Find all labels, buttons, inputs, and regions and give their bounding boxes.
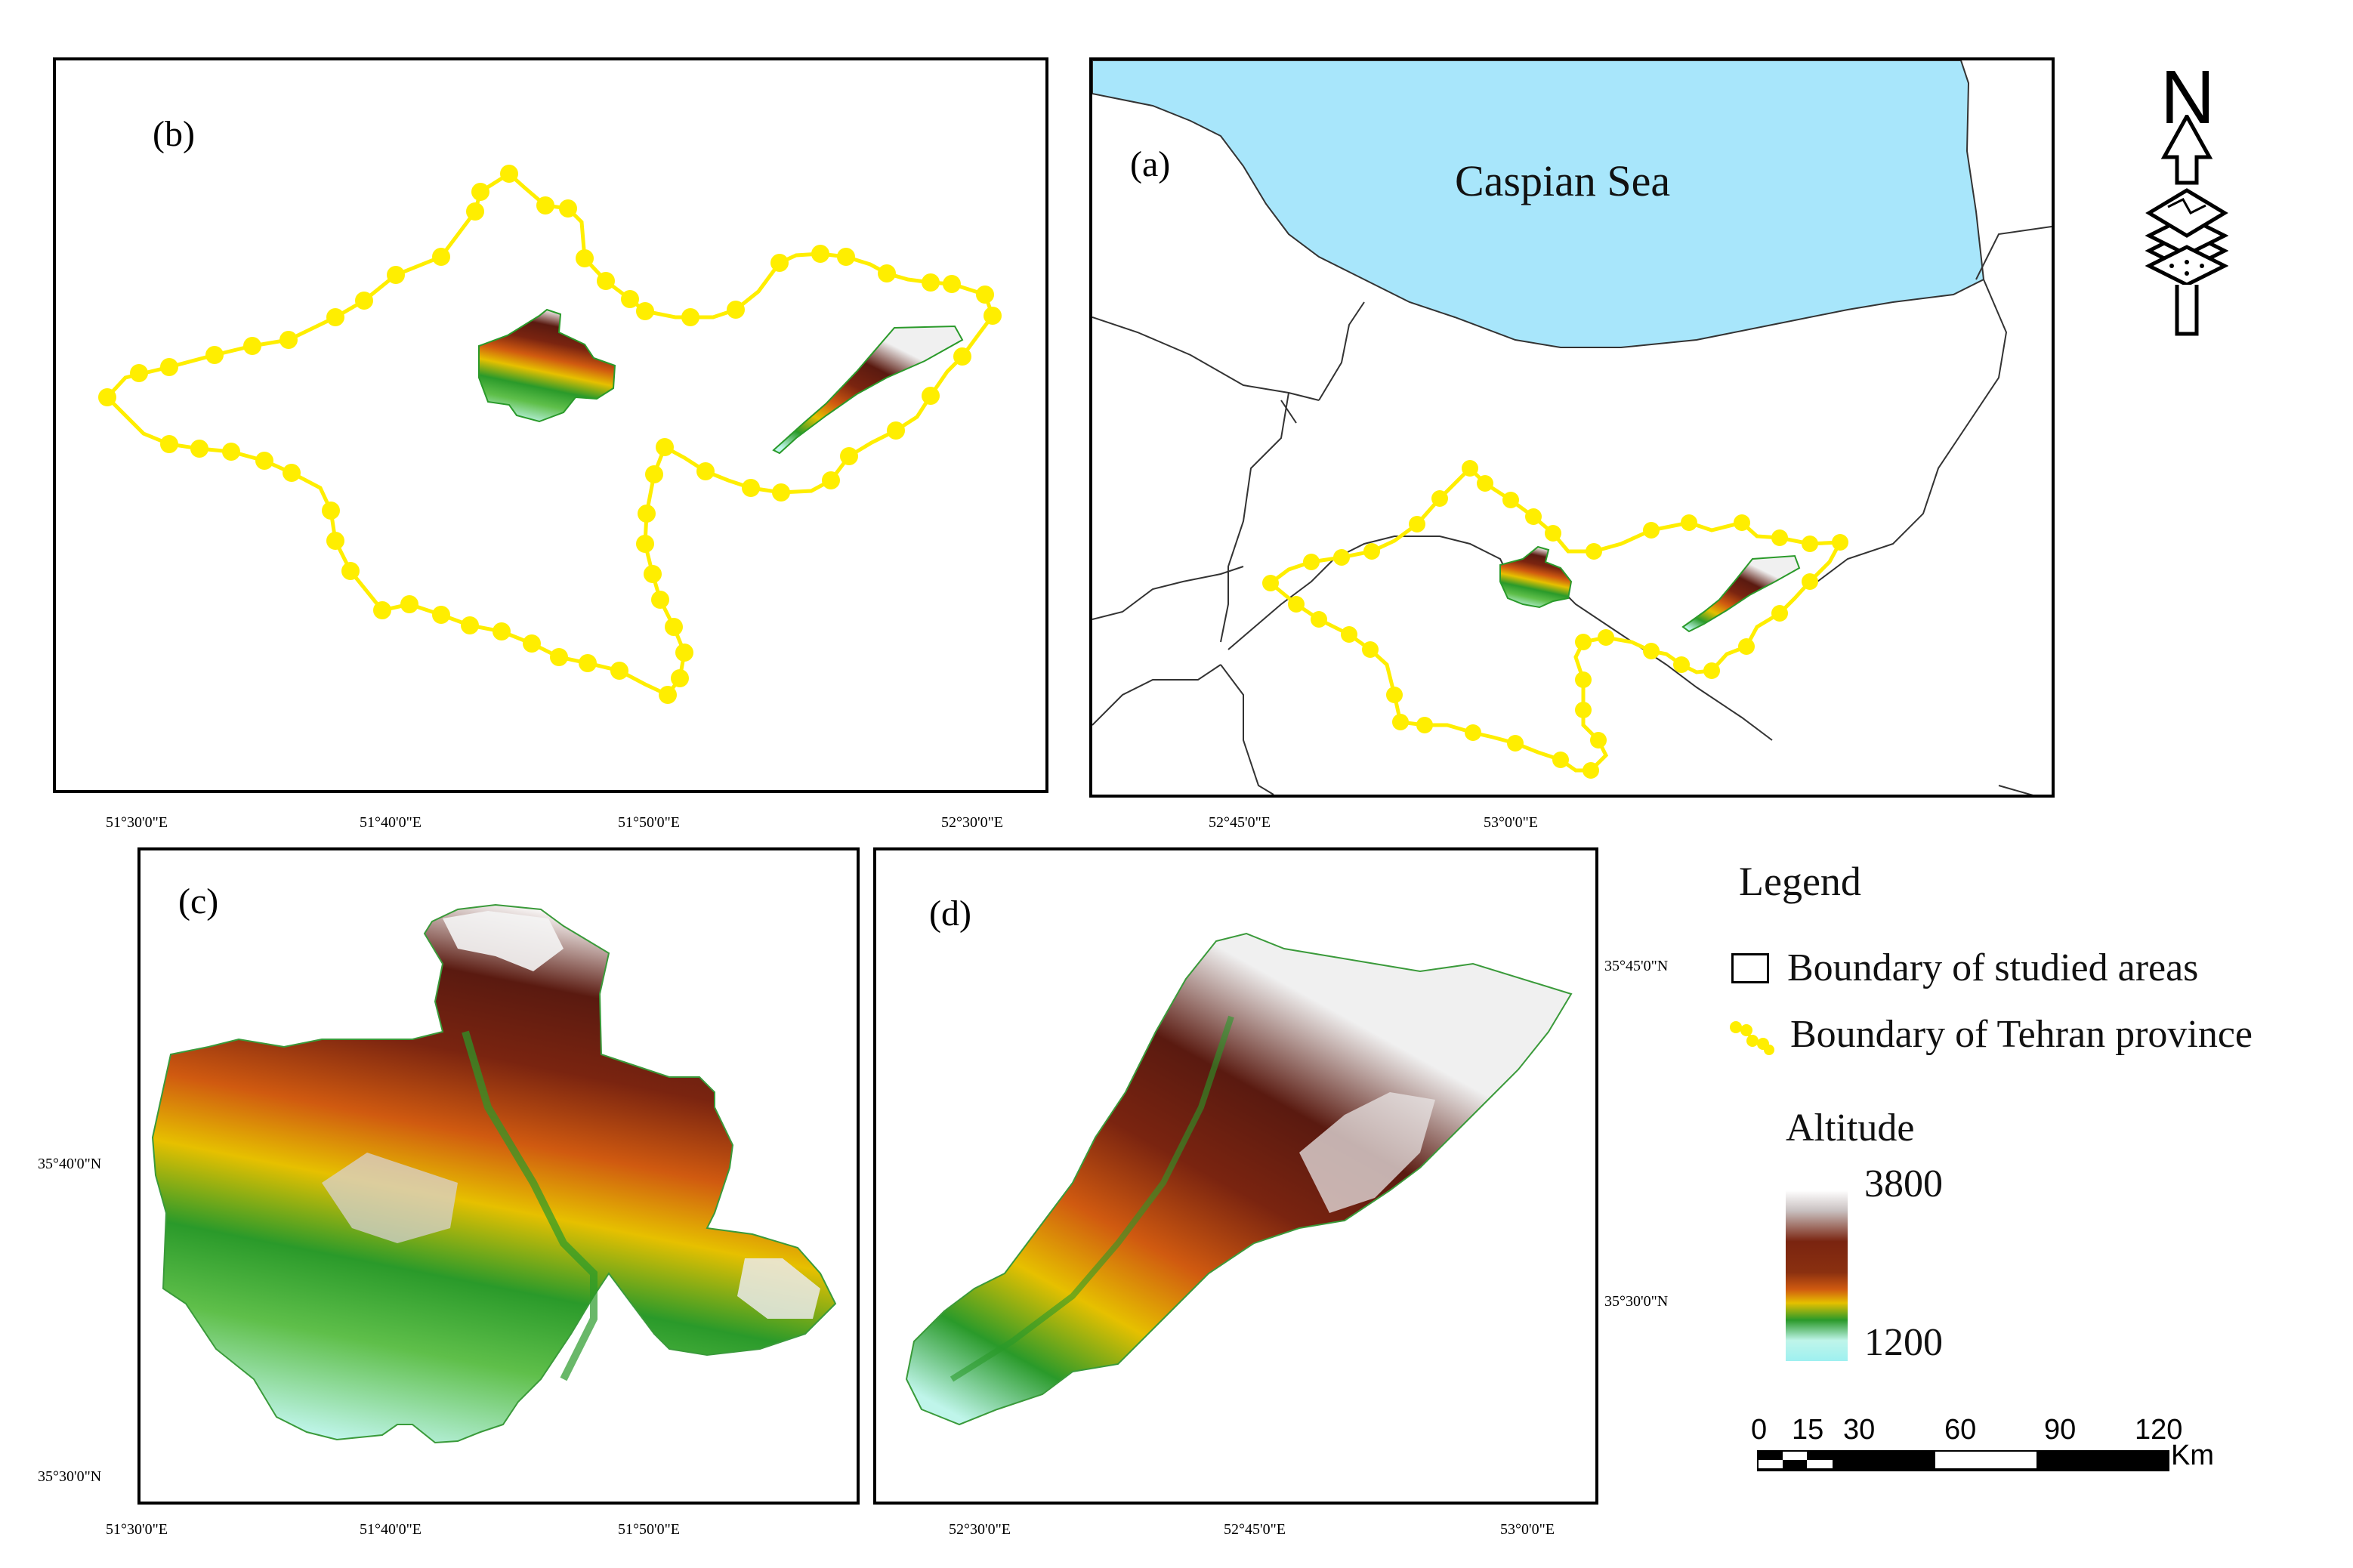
panel-a-label: (a) bbox=[1130, 144, 1171, 184]
legend-altitude-max: 3800 bbox=[1864, 1162, 1943, 1205]
tehran-boundary-swatch-icon bbox=[1730, 1021, 1774, 1055]
coord-d-top-2: 52°45'0"E bbox=[1209, 814, 1271, 831]
dem-study-area-c bbox=[151, 903, 837, 1444]
tehran-province-boundary-dots bbox=[98, 165, 1002, 704]
altitude-color-ramp bbox=[1786, 1190, 1848, 1361]
study-area-d-dem bbox=[905, 932, 1573, 1426]
coord-c-bottom-3: 51°50'0"E bbox=[618, 1521, 680, 1538]
panel-a-map: (a) Caspian Sea bbox=[1089, 57, 2055, 798]
tehran-province-boundary bbox=[1269, 465, 1844, 773]
panel-c-map: (c) bbox=[137, 847, 860, 1505]
scale-label-30: 30 bbox=[1843, 1414, 1876, 1446]
tehran-province-boundary-dots bbox=[1262, 460, 1848, 779]
north-arrow-icon bbox=[2145, 115, 2228, 336]
studied-area-swatch bbox=[1731, 953, 1769, 983]
study-area-c-mini bbox=[478, 308, 616, 423]
scale-label-0: 0 bbox=[1751, 1414, 1768, 1446]
legend-altitude-min: 1200 bbox=[1864, 1321, 1943, 1364]
high-peaks-c-2 bbox=[322, 1153, 458, 1243]
coord-c-top-1: 51°30'0"E bbox=[106, 814, 168, 831]
scale-label-120: 120 bbox=[2135, 1414, 2183, 1446]
study-area-c-mini bbox=[1499, 545, 1573, 609]
panel-d-label: (d) bbox=[929, 894, 971, 934]
panel-b-map: (b) bbox=[53, 57, 1048, 793]
coord-c-bottom-1: 51°30'0"E bbox=[106, 1521, 168, 1538]
province-borders bbox=[1092, 226, 2052, 795]
legend-boundary-studied: Boundary of studied areas bbox=[1787, 946, 2199, 989]
high-peaks-c-3 bbox=[737, 1258, 820, 1319]
coord-d-top-1: 52°30'0"E bbox=[941, 814, 1003, 831]
panel-c-label: (c) bbox=[178, 881, 219, 921]
legend-title: Legend bbox=[1739, 859, 1861, 904]
panel-b-label: (b) bbox=[153, 114, 195, 154]
high-peaks-c bbox=[443, 911, 564, 971]
coord-d-bottom-2: 52°45'0"E bbox=[1224, 1521, 1286, 1538]
scale-label-15: 15 bbox=[1792, 1414, 1824, 1446]
caspian-sea-label: Caspian Sea bbox=[1455, 156, 1671, 205]
north-arrow: N bbox=[2145, 54, 2228, 341]
scale-label-60: 60 bbox=[1944, 1414, 1977, 1446]
legend-boundary-tehran: Boundary of Tehran province bbox=[1790, 1013, 2253, 1056]
scale-bar-graphic bbox=[1757, 1450, 2169, 1471]
tehran-province-overview bbox=[98, 165, 1002, 704]
legend-altitude-title: Altitude bbox=[1786, 1107, 1915, 1150]
dem-study-area-d bbox=[905, 932, 1573, 1426]
coord-d-bottom-3: 53°0'0"E bbox=[1500, 1521, 1555, 1538]
coord-c-top-2: 51°40'0"E bbox=[360, 814, 422, 831]
high-peaks-d bbox=[1299, 1092, 1435, 1213]
coord-c-bottom-2: 51°40'0"E bbox=[360, 1521, 422, 1538]
study-area-c-dem bbox=[151, 903, 837, 1444]
study-area-d-mini bbox=[772, 325, 964, 455]
coord-c-left-1: 35°40'0"N bbox=[38, 1156, 102, 1172]
scale-label-90: 90 bbox=[2044, 1414, 2077, 1446]
coord-d-bottom-1: 52°30'0"E bbox=[949, 1521, 1011, 1538]
coord-d-top-3: 53°0'0"E bbox=[1484, 814, 1538, 831]
coord-c-top-3: 51°50'0"E bbox=[618, 814, 680, 831]
coord-c-left-2: 35°30'0"N bbox=[38, 1468, 102, 1485]
scale-unit: Km bbox=[2171, 1440, 2214, 1471]
river-valley-c bbox=[462, 1030, 598, 1381]
coord-d-right-2: 35°30'0"N bbox=[1604, 1293, 1669, 1310]
tehran-province-boundary bbox=[106, 171, 995, 698]
caspian-sea bbox=[1092, 60, 1985, 348]
river-valley-d bbox=[950, 1015, 1234, 1382]
regional-map bbox=[1092, 60, 2052, 795]
panel-d-map: (d) bbox=[873, 847, 1598, 1505]
study-area-d-mini bbox=[1681, 554, 1801, 633]
coord-d-right-1: 35°45'0"N bbox=[1604, 958, 1669, 974]
